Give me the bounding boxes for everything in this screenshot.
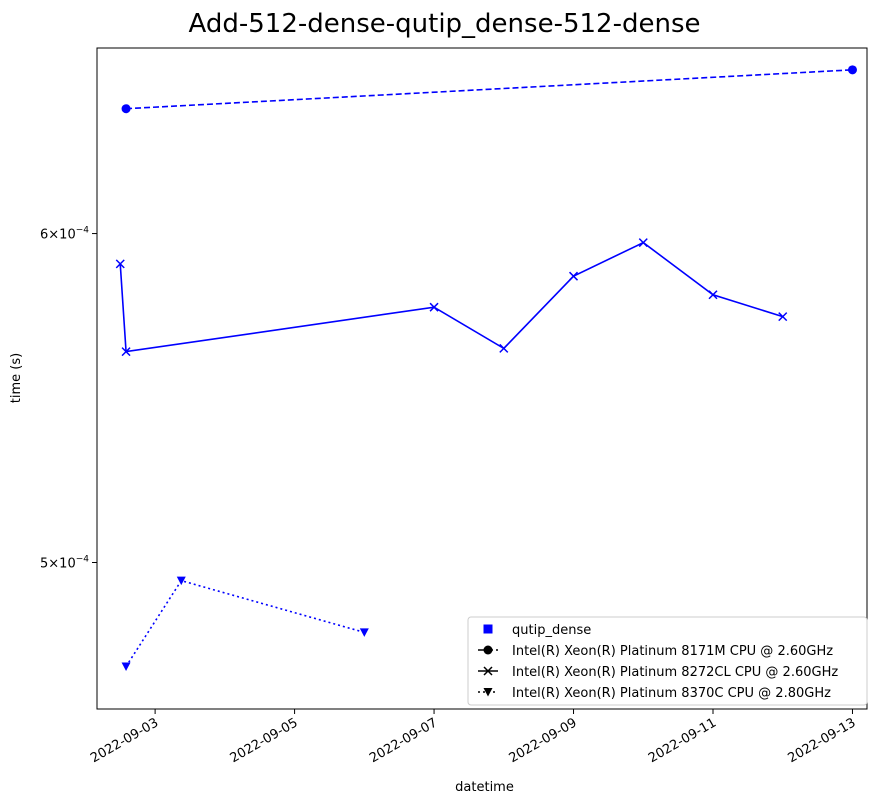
legend-label: qutip_dense [512,623,591,638]
series-2-point-3 [429,302,439,312]
series-2-point-7 [708,290,718,300]
plot-area-frame [96,47,868,710]
legend-marker-2 [483,645,493,655]
x-tick-label: 2022-09-11 [646,715,719,766]
series-3-point-1 [121,662,131,671]
legend-label: Intel(R) Xeon(R) Platinum 8171M CPU @ 2.… [512,644,833,659]
y-axis-label: time (s) [9,353,24,403]
series-2-point-8 [778,312,788,322]
y-tick-label: 5×10−4 [40,554,89,571]
series-line-1 [126,69,853,110]
legend: qutip_dense Intel(R) Xeon(R) Platinum 817… [467,616,868,706]
y-axis: 6×10−4 5×10−4 [40,226,97,571]
series-2-point-6 [638,238,648,248]
x-axis: 2022-09-03 2022-09-05 2022-09-07 2022-09-09… [88,709,858,766]
x-tick-label: 2022-09-03 [88,715,161,766]
plot-marks [115,65,857,671]
legend-marker-3 [483,666,493,676]
series-line-2 [119,241,783,353]
x-tick-label: 2022-09-07 [367,715,440,766]
legend-label: Intel(R) Xeon(R) Platinum 8272CL CPU @ 2… [512,665,838,680]
legend-marker-1 [483,624,493,634]
x-tick-label: 2022-09-05 [228,715,301,766]
legend-label: Intel(R) Xeon(R) Platinum 8370C CPU @ 2.… [512,686,831,701]
x-axis-label: datetime [455,780,514,795]
y-tick-label: 6×10−4 [40,226,89,243]
legend-marker-4 [483,688,493,697]
series-2-point-4 [499,343,509,353]
series-2-point-2 [121,347,131,357]
series-3-point-3 [359,628,369,637]
series-1-point-2 [847,65,857,75]
chart-title: Add-512-dense-qutip_dense-512-dense [189,9,701,39]
series-3-point-2 [176,576,186,586]
series-2-point-1 [115,259,125,269]
series-line-3 [125,579,365,667]
x-tick-label: 2022-09-13 [786,715,859,766]
series-1-point-1 [121,104,131,114]
legend-box [467,616,868,706]
x-tick-label: 2022-09-09 [507,715,580,766]
series-2-point-5 [568,271,579,281]
